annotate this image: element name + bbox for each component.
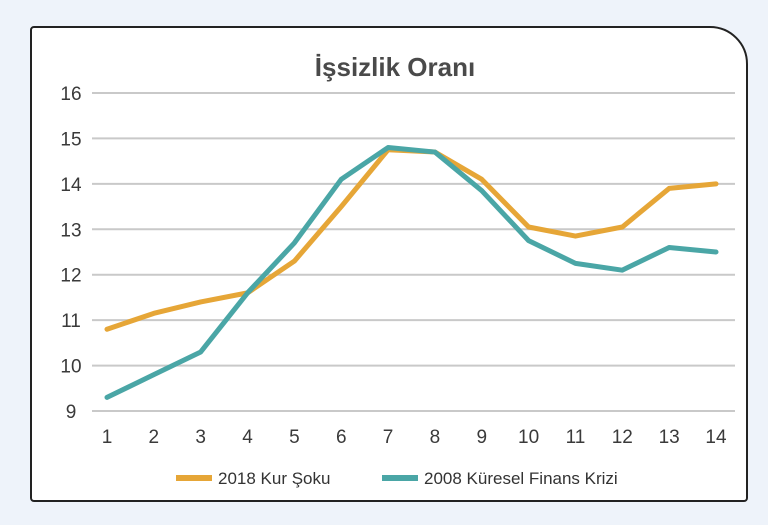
data-point-series-0	[526, 224, 531, 230]
y-tick-label: 16	[60, 84, 81, 105]
x-tick-label: 9	[476, 427, 487, 448]
data-point-series-1	[151, 372, 157, 377]
data-point-series-1	[292, 240, 297, 246]
data-point-series-1	[666, 245, 672, 250]
y-tick-label: 13	[60, 220, 81, 241]
series-line-1	[104, 145, 719, 400]
data-point-series-1	[198, 349, 203, 355]
data-point-series-1	[339, 177, 344, 182]
chart-title: İşsizlik Oranı	[315, 52, 475, 82]
x-tick-label: 14	[705, 427, 727, 448]
y-tick-label: 14	[60, 175, 82, 196]
data-point-series-0	[292, 258, 297, 264]
legend: 2018 Kur Şoku 2008 Küresel Finans Krizi	[176, 469, 618, 488]
data-point-series-0	[151, 311, 157, 316]
series-line-0	[104, 147, 719, 332]
grid-lines	[92, 92, 735, 412]
y-tick-label: 10	[60, 357, 81, 378]
data-point-series-0	[573, 233, 578, 239]
y-tick-label: 12	[60, 266, 81, 287]
x-tick-label: 13	[659, 427, 680, 448]
data-point-series-1	[432, 149, 438, 155]
y-tick-label: 9	[66, 402, 77, 423]
data-point-series-1	[385, 145, 391, 150]
y-axis-ticks: 9 10 11 12 13 14 15 16	[60, 84, 82, 423]
data-point-series-0	[479, 177, 484, 182]
legend-label-2008: 2008 Küresel Finans Krizi	[424, 469, 618, 488]
x-axis-ticks: 1 2 3 4 5 6 7 8 9 10 11 12 13 14	[102, 427, 727, 448]
y-tick-label: 15	[60, 129, 81, 150]
x-tick-label: 3	[195, 427, 206, 448]
data-point-series-0	[104, 327, 110, 332]
x-tick-label: 7	[383, 427, 394, 448]
data-point-series-1	[620, 267, 625, 273]
data-point-series-0	[620, 224, 625, 230]
x-tick-label: 4	[242, 427, 253, 448]
data-point-series-1	[573, 261, 578, 266]
data-point-series-0	[666, 186, 672, 191]
data-point-series-1	[479, 188, 484, 193]
data-point-series-1	[104, 395, 110, 400]
x-tick-label: 11	[566, 427, 586, 448]
legend-label-2018: 2018 Kur Şoku	[218, 469, 330, 488]
data-point-series-0	[339, 204, 344, 209]
x-tick-label: 5	[289, 427, 300, 448]
chart-frame	[30, 26, 748, 502]
y-tick-label: 11	[61, 311, 81, 332]
data-point-series-1	[245, 290, 250, 296]
data-point-series-1	[713, 249, 719, 255]
x-tick-label: 2	[149, 427, 160, 448]
data-point-series-0	[713, 181, 719, 187]
x-tick-label: 10	[518, 427, 539, 448]
series-lines	[104, 145, 719, 400]
x-tick-label: 8	[430, 427, 441, 448]
x-tick-label: 6	[336, 427, 347, 448]
x-tick-label: 12	[612, 427, 633, 448]
data-point-series-0	[198, 299, 203, 305]
data-point-series-1	[526, 238, 531, 243]
x-tick-label: 1	[102, 427, 113, 448]
